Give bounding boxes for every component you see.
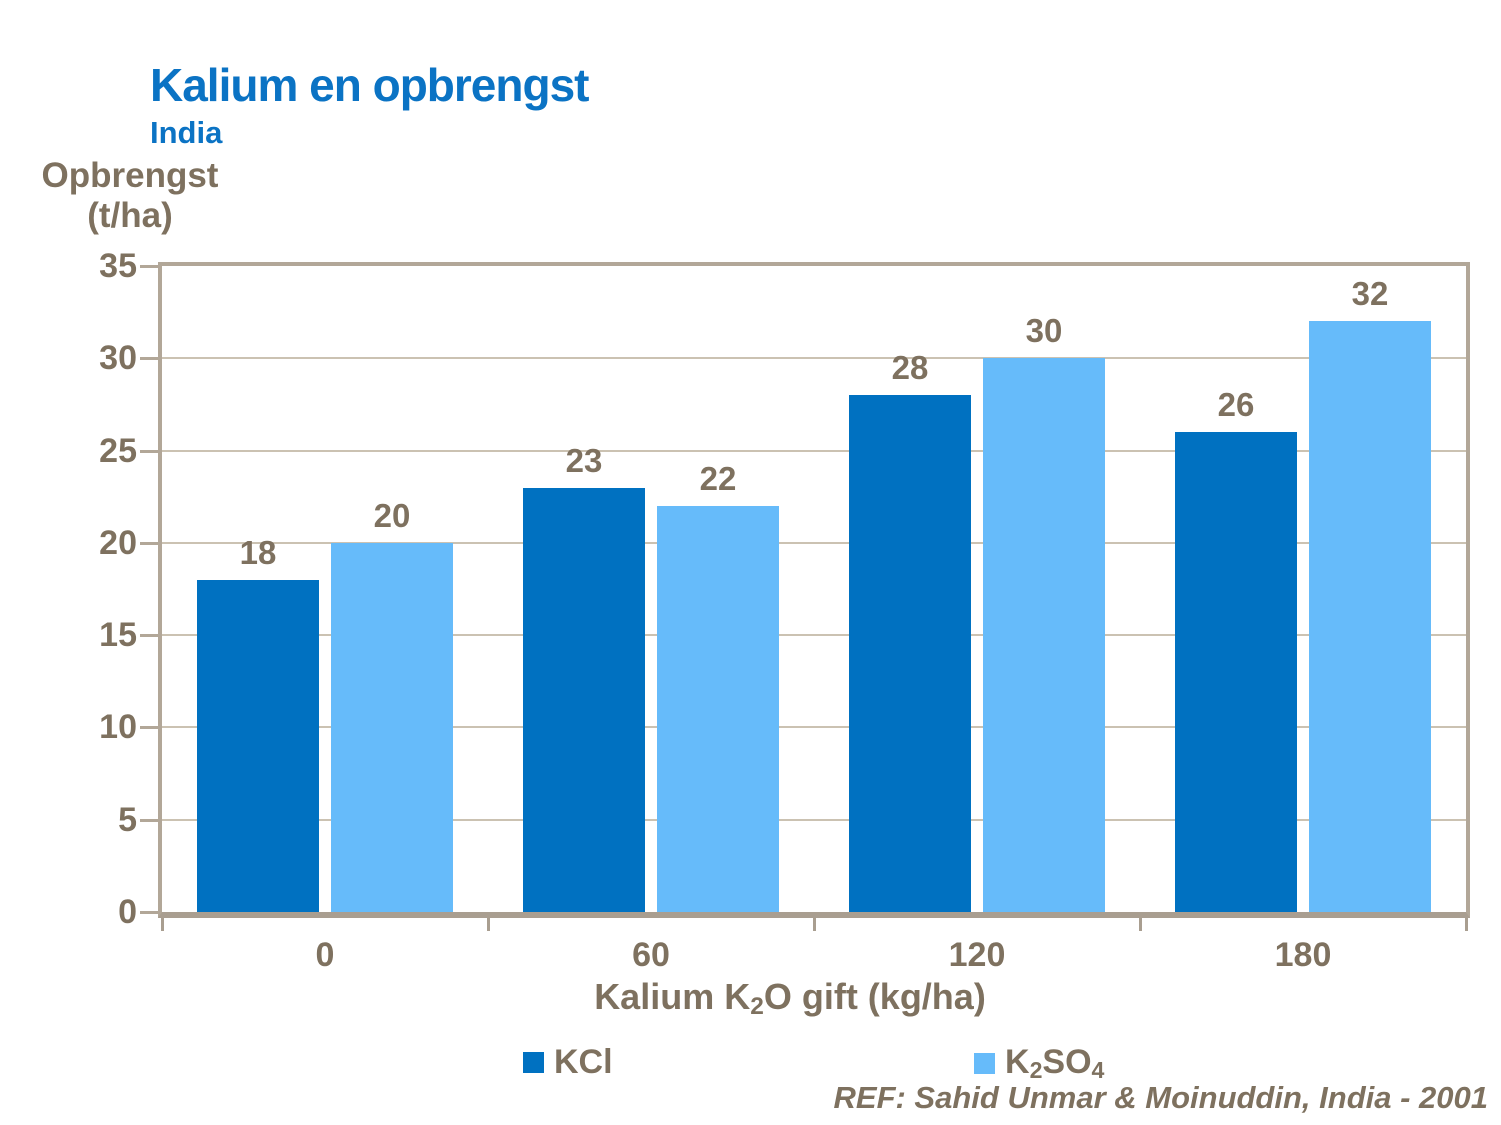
gridline-15 — [162, 634, 1466, 637]
y-tick-label-0: 0 — [118, 893, 137, 931]
y-axis-label-line2: (t/ha) — [87, 196, 173, 235]
y-tick-mark-15 — [140, 634, 158, 638]
y-tick-mark-30 — [140, 357, 158, 361]
y-tick-label-25: 25 — [99, 431, 137, 470]
bar-value-label-KCl-0: 18 — [239, 533, 277, 571]
y-tick-label-15: 15 — [99, 616, 137, 655]
reference-text: REF: Sahid Unmar & Moinuddin, India - 20… — [833, 1080, 1489, 1115]
x-axis-title-text: Kalium K — [594, 976, 751, 1017]
x-tick-mark-4 — [1465, 918, 1468, 931]
bar-KCl-0 — [197, 579, 319, 912]
bar-KCl-180 — [1175, 432, 1297, 912]
legend-label-k2so4: K2SO4 — [1005, 1043, 1105, 1084]
legend-label-kcl: KCl — [554, 1043, 613, 1081]
y-tick-mark-35 — [140, 265, 158, 268]
x-tick-label-0: 0 — [315, 936, 335, 974]
y-axis-label-line1: Opbrengst — [41, 156, 219, 195]
y-axis-label: Opbrengst (t/ha) — [20, 156, 240, 236]
legend-item-kcl: KCl — [523, 1044, 613, 1080]
page-subtitle: India — [150, 115, 223, 150]
x-axis-title-rest: O gift (kg/ha) — [763, 976, 986, 1017]
gridline-5 — [162, 818, 1466, 821]
x-tick-mark-3 — [1139, 918, 1142, 931]
bar-K2SO4-60 — [657, 505, 779, 912]
y-tick-label-5: 5 — [118, 800, 137, 839]
bar-K2SO4-180 — [1309, 321, 1431, 912]
bar-KCl-60 — [523, 487, 645, 912]
y-tick-mark-0 — [140, 911, 158, 914]
y-tick-mark-5 — [140, 818, 158, 822]
x-tick-mark-0 — [161, 918, 164, 931]
x-axis-title: Kalium K2O gift (kg/ha) — [440, 976, 1140, 1021]
bar-K2SO4-120 — [983, 358, 1105, 912]
x-tick-label-120: 120 — [948, 936, 1006, 974]
bar-value-label-KCl-180: 26 — [1217, 386, 1255, 424]
bar-K2SO4-0 — [331, 542, 453, 912]
y-tick-mark-20 — [140, 541, 158, 545]
bar-KCl-120 — [849, 395, 971, 912]
y-tick-label-30: 30 — [99, 339, 137, 378]
bar-value-label-K2SO4-180: 32 — [1351, 275, 1389, 313]
y-tick-label-35: 35 — [99, 247, 137, 285]
legend-swatch-kcl — [523, 1051, 544, 1073]
bar-value-label-KCl-60: 23 — [565, 441, 603, 479]
gridline-25 — [162, 449, 1466, 452]
gridline-20 — [162, 541, 1466, 544]
x-tick-mark-2 — [813, 918, 816, 931]
legend: KCl K2SO4 — [0, 1038, 1501, 1083]
bar-value-label-K2SO4-0: 20 — [373, 496, 411, 534]
y-tick-mark-10 — [140, 726, 158, 730]
x-tick-mark-1 — [487, 918, 490, 931]
x-axis-title-subscript: 2 — [750, 993, 764, 1021]
bar-value-label-KCl-120: 28 — [891, 349, 929, 387]
y-tick-label-10: 10 — [99, 708, 137, 747]
y-tick-label-20: 20 — [99, 523, 137, 562]
bar-value-label-K2SO4-120: 30 — [1025, 312, 1063, 350]
bar-value-label-K2SO4-60: 22 — [699, 459, 737, 497]
x-tick-label-180: 180 — [1274, 936, 1332, 974]
legend-item-k2so4: K2SO4 — [974, 1044, 1104, 1083]
gridline-30 — [162, 357, 1466, 360]
legend-swatch-k2so4 — [974, 1053, 995, 1074]
gridline-10 — [162, 726, 1466, 729]
y-tick-mark-25 — [140, 449, 158, 453]
plot-area: 18 20 23 22 28 30 26 32 — [158, 262, 1470, 918]
x-tick-label-60: 60 — [632, 936, 670, 974]
page-title: Kalium en opbrengst — [150, 59, 589, 111]
plot-inner: 18 20 23 22 28 30 26 32 — [162, 266, 1466, 912]
